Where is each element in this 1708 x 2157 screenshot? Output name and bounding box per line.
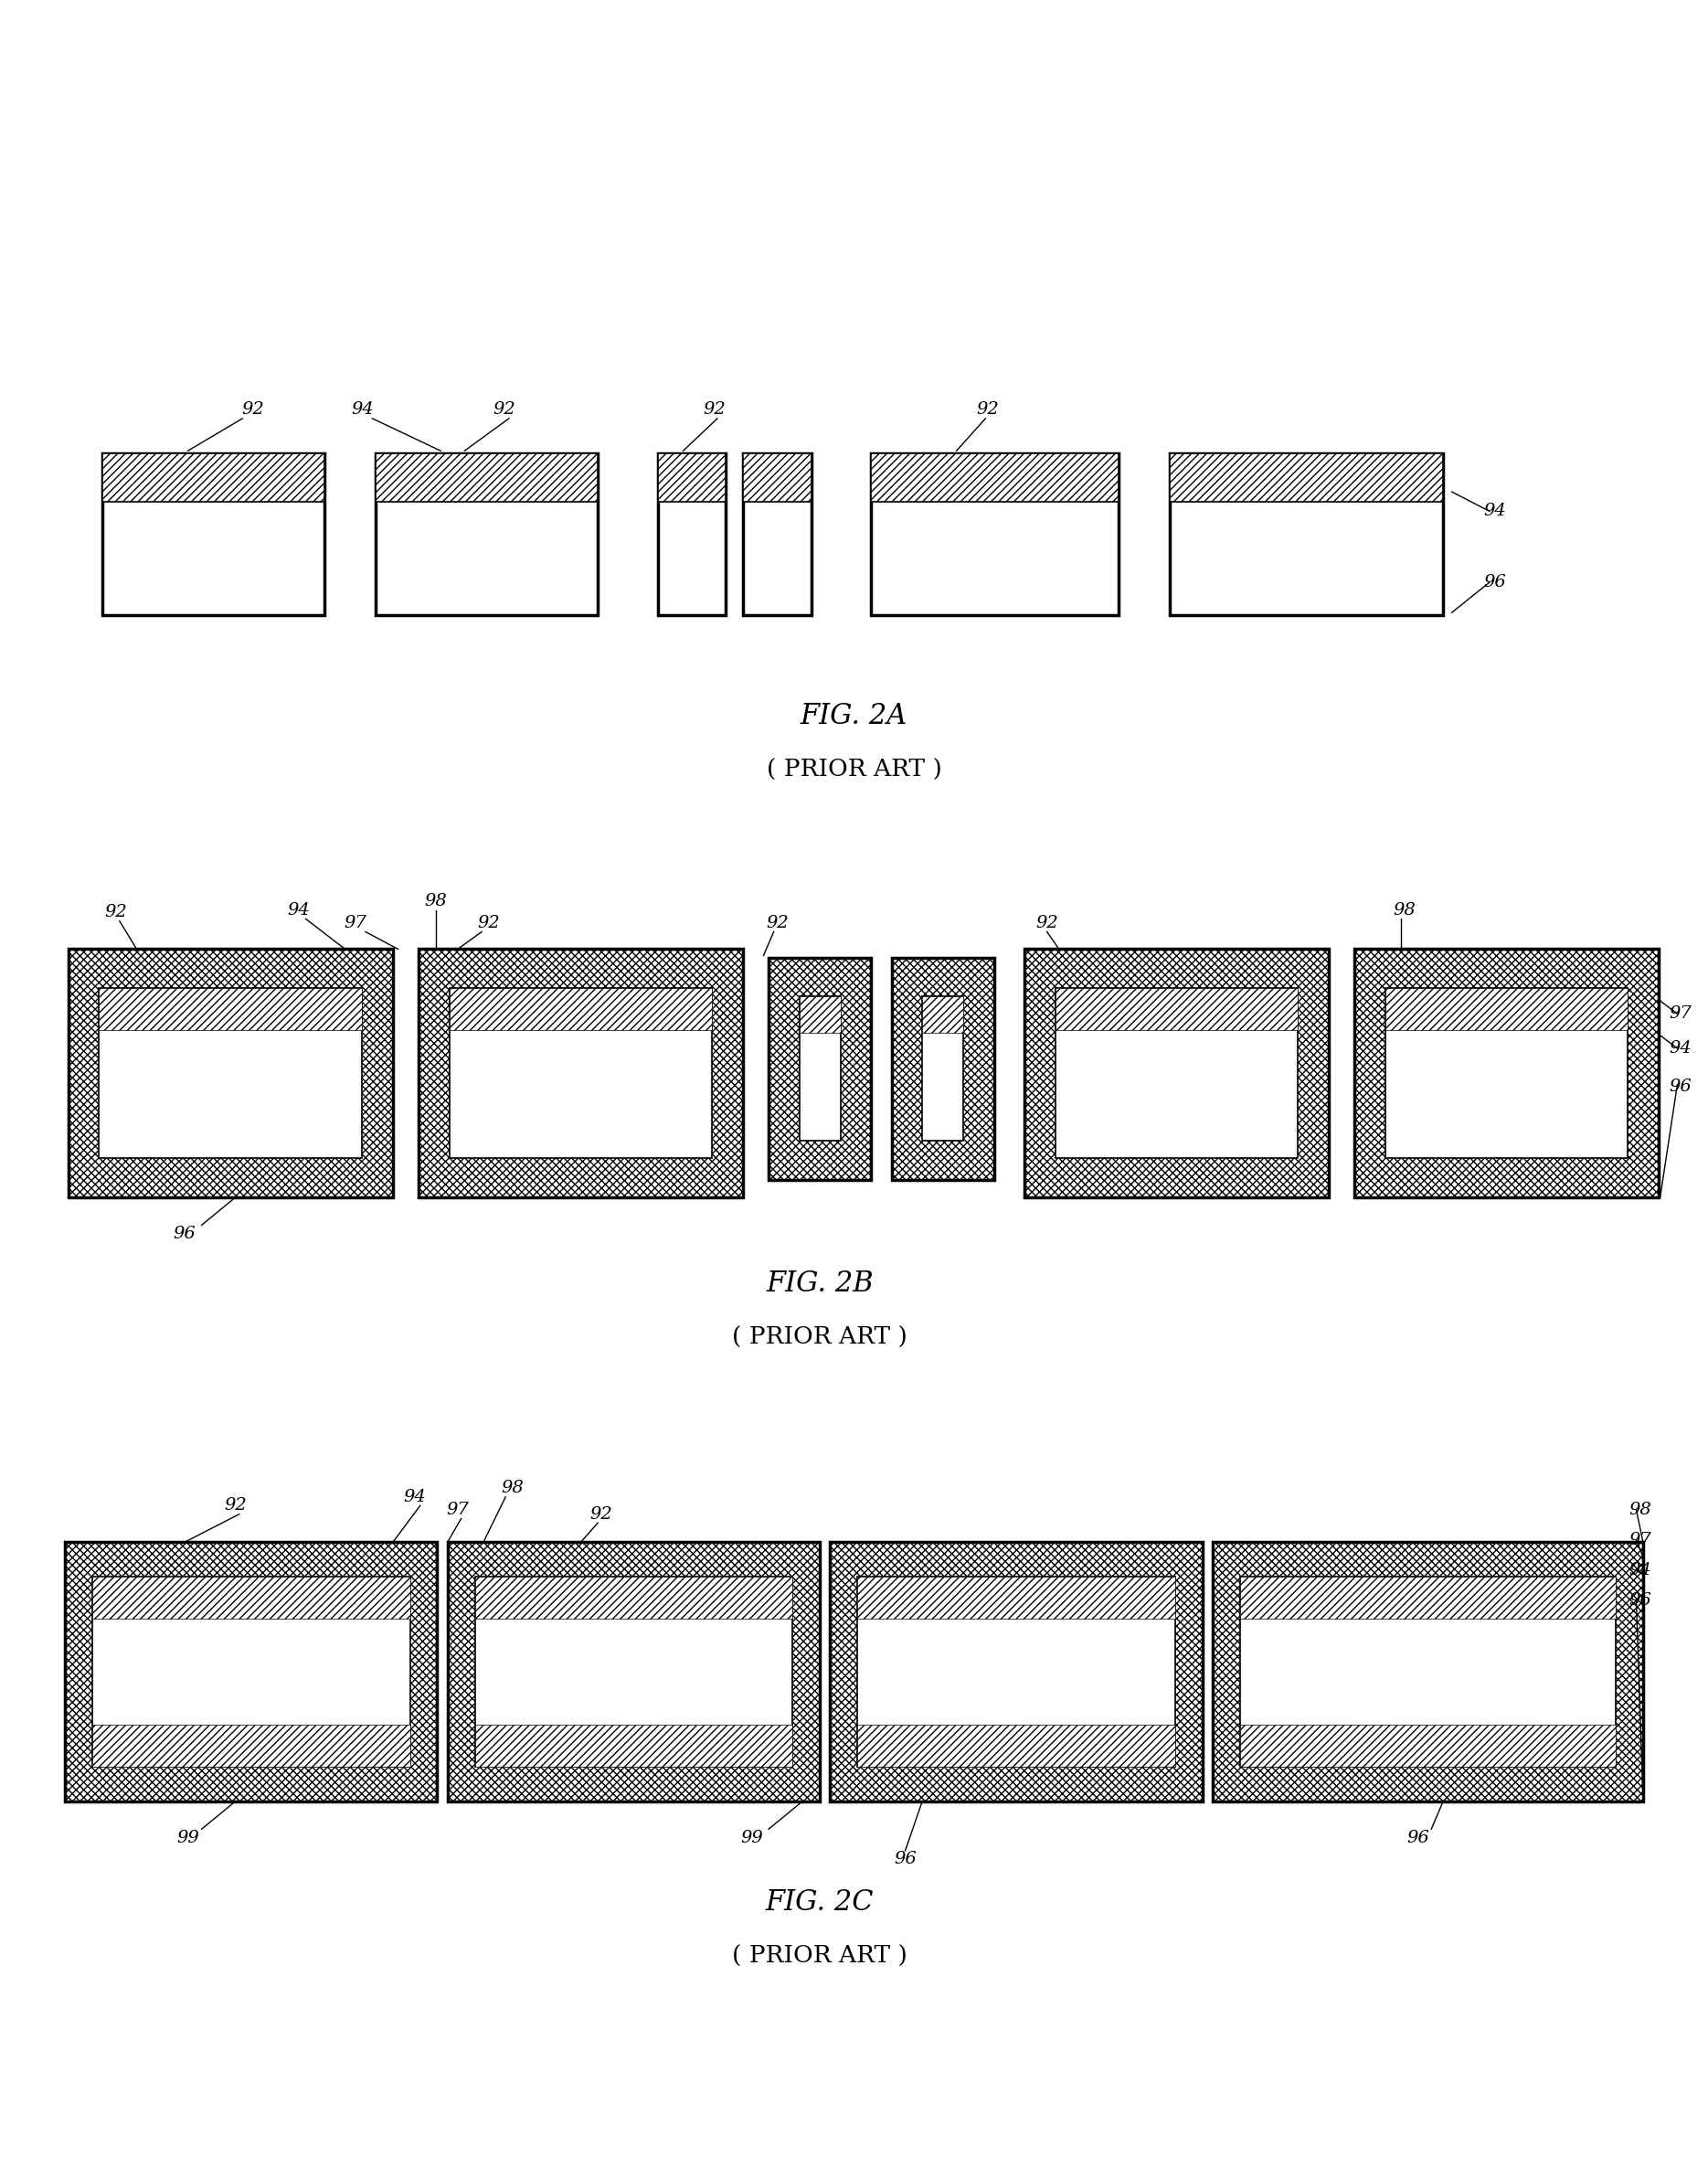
Bar xyxy=(99,988,362,1031)
Bar xyxy=(99,988,362,1158)
Bar xyxy=(922,997,963,1141)
Text: 96: 96 xyxy=(1628,1592,1652,1609)
Text: ( PRIOR ART ): ( PRIOR ART ) xyxy=(733,1327,907,1348)
Bar xyxy=(799,997,840,1033)
Text: 94: 94 xyxy=(1628,1562,1652,1579)
Bar xyxy=(857,1577,1175,1618)
Text: 92: 92 xyxy=(975,401,999,418)
Text: 97: 97 xyxy=(1669,1005,1693,1022)
Text: 92: 92 xyxy=(477,915,500,932)
Bar xyxy=(1240,1577,1616,1618)
Bar xyxy=(830,1542,1202,1801)
Text: 97: 97 xyxy=(343,915,367,932)
Text: 96: 96 xyxy=(1669,1078,1693,1096)
Bar xyxy=(68,949,393,1197)
Bar xyxy=(743,453,811,503)
Text: 98: 98 xyxy=(1392,902,1416,919)
Bar xyxy=(102,453,325,615)
Bar xyxy=(65,1542,437,1801)
Bar xyxy=(857,1577,1175,1767)
Bar xyxy=(376,453,598,503)
Text: FIG. 2A: FIG. 2A xyxy=(801,701,907,731)
Text: 92: 92 xyxy=(1035,915,1059,932)
Bar xyxy=(1385,988,1628,1031)
Bar xyxy=(857,1726,1175,1767)
Bar xyxy=(1170,453,1443,615)
Bar xyxy=(1385,988,1628,1158)
Bar xyxy=(1240,1577,1616,1767)
Bar xyxy=(447,1542,820,1801)
Bar xyxy=(376,453,598,615)
Text: 92: 92 xyxy=(104,904,128,921)
Bar xyxy=(475,1577,793,1767)
Text: 97: 97 xyxy=(446,1501,470,1519)
Text: ( PRIOR ART ): ( PRIOR ART ) xyxy=(767,759,941,781)
Bar xyxy=(871,453,1119,615)
Text: 94: 94 xyxy=(1483,503,1506,520)
Text: 98: 98 xyxy=(500,1480,524,1497)
Bar xyxy=(1056,988,1298,1158)
Bar xyxy=(769,958,871,1180)
Bar xyxy=(1025,949,1329,1197)
Bar xyxy=(892,958,994,1180)
Bar xyxy=(92,1577,410,1618)
Text: 98: 98 xyxy=(1628,1501,1652,1519)
Bar xyxy=(1240,1726,1616,1767)
Text: 94: 94 xyxy=(287,902,311,919)
Text: 96: 96 xyxy=(173,1225,196,1242)
Bar xyxy=(658,453,726,615)
Bar xyxy=(658,453,726,503)
Text: 92: 92 xyxy=(702,401,726,418)
Bar xyxy=(92,1726,410,1767)
Bar xyxy=(1354,949,1658,1197)
Bar xyxy=(475,1577,793,1618)
Bar xyxy=(1170,453,1443,503)
Text: FIG. 2B: FIG. 2B xyxy=(767,1268,873,1299)
Bar xyxy=(418,949,743,1197)
Text: 96: 96 xyxy=(1483,574,1506,591)
Bar xyxy=(871,453,1119,503)
Text: 96: 96 xyxy=(1406,1829,1430,1846)
Text: 92: 92 xyxy=(224,1497,248,1514)
Text: 92: 92 xyxy=(589,1506,613,1523)
Text: 94: 94 xyxy=(350,401,374,418)
Bar xyxy=(449,988,712,1031)
Text: 98: 98 xyxy=(424,893,447,910)
Bar xyxy=(743,453,811,615)
Bar xyxy=(102,453,325,503)
Text: 97: 97 xyxy=(1628,1531,1652,1549)
Text: 99: 99 xyxy=(176,1829,200,1846)
Bar xyxy=(475,1726,793,1767)
Text: 99: 99 xyxy=(740,1829,763,1846)
Text: 96: 96 xyxy=(893,1851,917,1868)
Text: 92: 92 xyxy=(241,401,265,418)
Bar xyxy=(922,997,963,1033)
Bar xyxy=(449,988,712,1158)
Text: FIG. 2C: FIG. 2C xyxy=(765,1887,874,1918)
Text: 94: 94 xyxy=(1669,1040,1693,1057)
Text: 94: 94 xyxy=(403,1488,427,1506)
Text: ( PRIOR ART ): ( PRIOR ART ) xyxy=(733,1946,907,1967)
Bar xyxy=(1213,1542,1643,1801)
Text: 92: 92 xyxy=(765,915,789,932)
Bar xyxy=(799,997,840,1141)
Bar xyxy=(1056,988,1298,1031)
Text: 92: 92 xyxy=(492,401,516,418)
Bar xyxy=(92,1577,410,1767)
